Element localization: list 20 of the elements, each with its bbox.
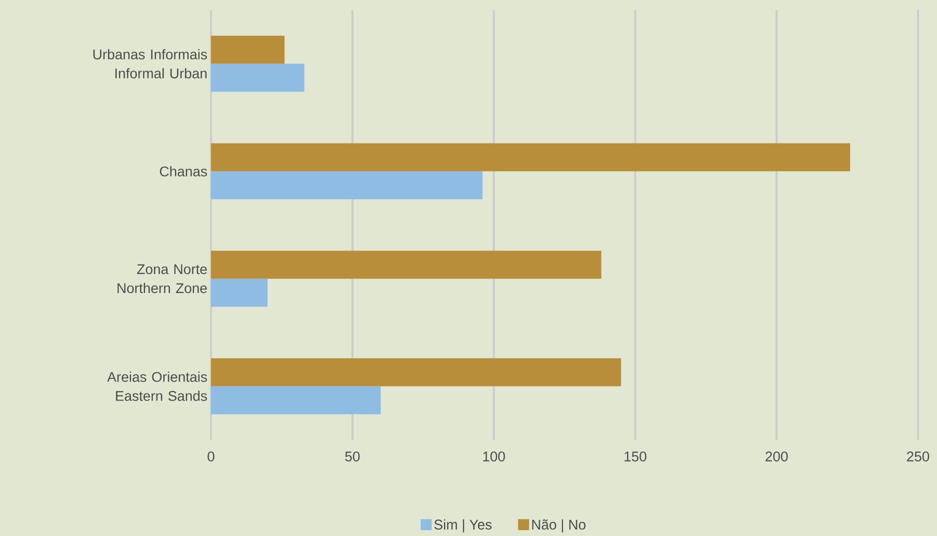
bar <box>211 171 482 200</box>
x-tick-label: 100 <box>483 452 505 462</box>
legend-label: Sim | Yes <box>434 519 492 532</box>
bar <box>211 64 304 92</box>
y-tick-label: Areias Orientais Eastern Sands <box>107 372 207 401</box>
bar <box>211 386 381 414</box>
x-tick-label: 0 <box>208 452 214 462</box>
x-tick-label: 150 <box>624 452 646 462</box>
y-tick-label: Zona Norte Northern Zone <box>118 264 207 294</box>
legend-label: Não | No <box>532 519 586 532</box>
bar <box>211 358 622 386</box>
bar <box>211 143 850 172</box>
bar <box>211 278 268 307</box>
bar <box>211 250 602 279</box>
bar <box>211 36 285 64</box>
y-tick-label: Urbanas Informais Informal Urban <box>93 49 207 78</box>
x-tick-label: 250 <box>907 452 930 462</box>
y-tick-label: Chanas <box>160 166 207 176</box>
x-tick-label: 200 <box>766 452 788 462</box>
x-tick-label: 50 <box>345 452 360 462</box>
